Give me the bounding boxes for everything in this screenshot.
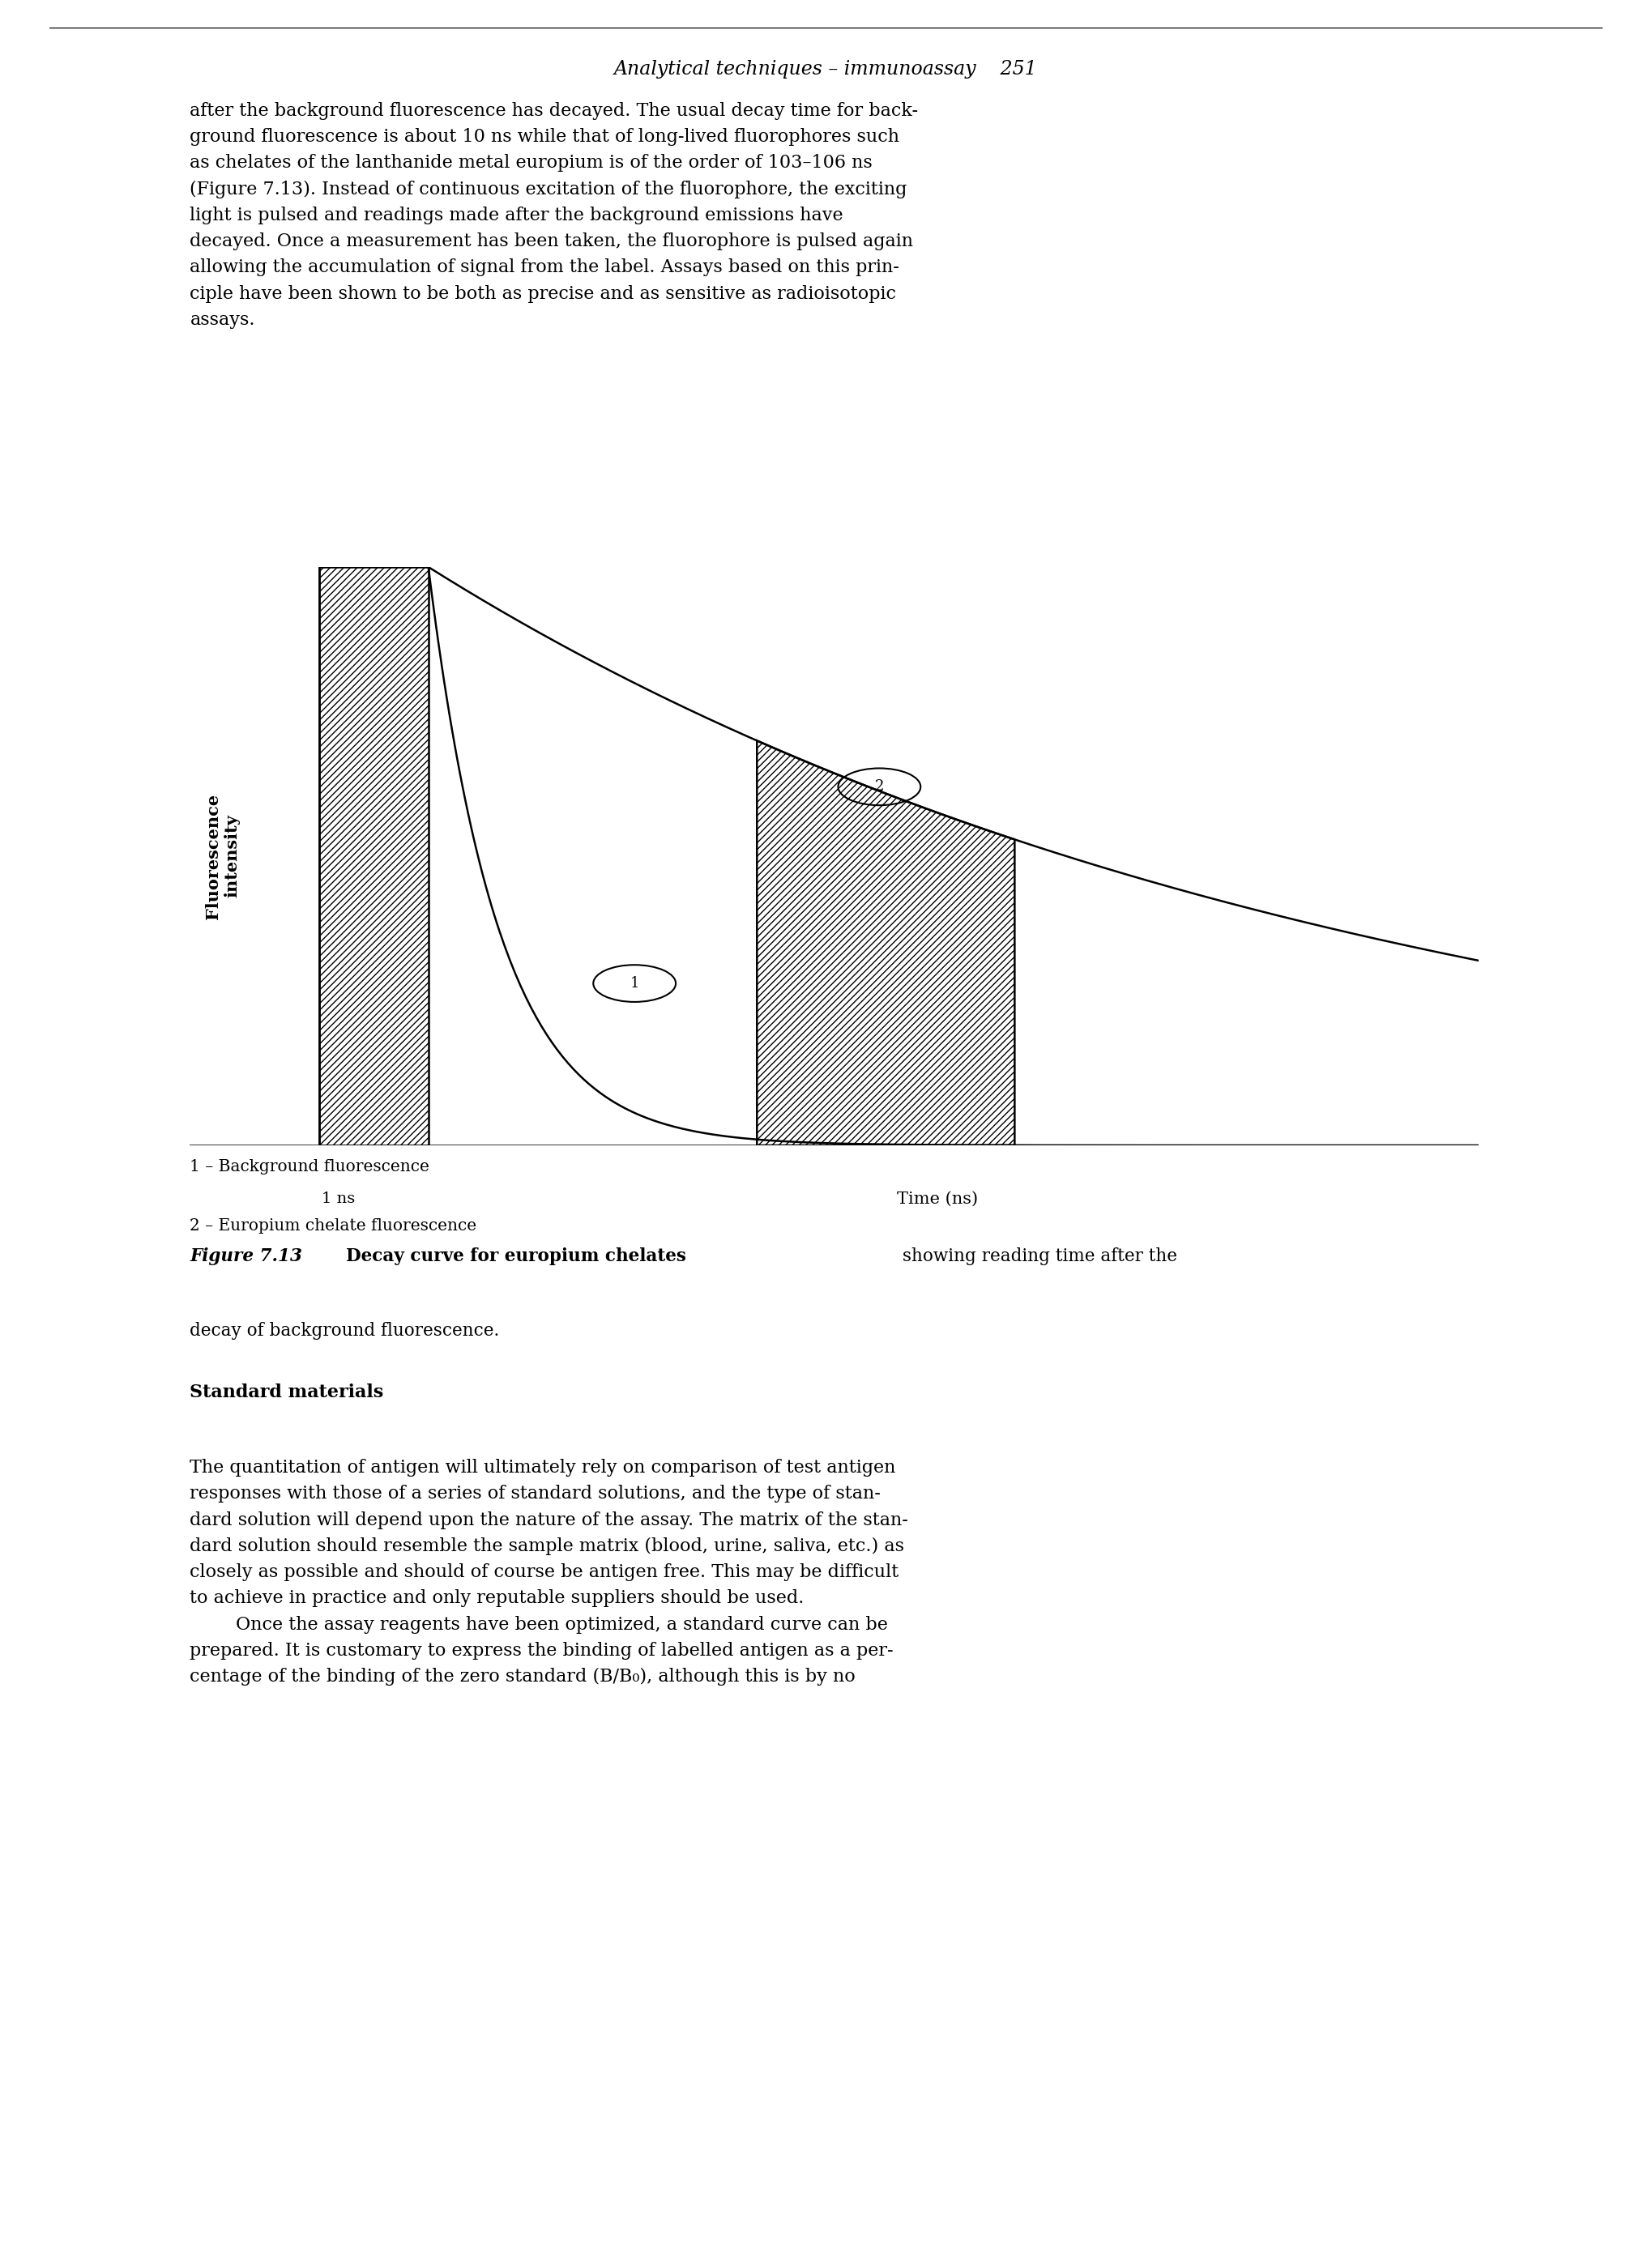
Text: Decay curve for europium chelates: Decay curve for europium chelates: [334, 1247, 686, 1266]
Text: Fluorescence
intensity: Fluorescence intensity: [205, 794, 240, 919]
Text: after the background fluorescence has decayed. The usual decay time for back-
gr: after the background fluorescence has de…: [190, 102, 919, 329]
Text: Standard materials: Standard materials: [190, 1383, 383, 1402]
Polygon shape: [757, 742, 1014, 1145]
Text: Figure 7.13: Figure 7.13: [190, 1247, 302, 1266]
Text: 1: 1: [629, 975, 639, 991]
Text: 1 – Background fluorescence: 1 – Background fluorescence: [190, 1159, 430, 1175]
Text: 2 – Europium chelate fluorescence: 2 – Europium chelate fluorescence: [190, 1218, 477, 1234]
Polygon shape: [319, 567, 428, 1145]
Text: decay of background fluorescence.: decay of background fluorescence.: [190, 1322, 499, 1340]
Text: 2: 2: [876, 780, 884, 794]
Text: Time (ns): Time (ns): [897, 1191, 978, 1207]
Text: 1 ns: 1 ns: [322, 1191, 355, 1207]
Text: showing reading time after the: showing reading time after the: [897, 1247, 1178, 1266]
Text: Analytical techniques – immunoassay    251: Analytical techniques – immunoassay 251: [615, 59, 1037, 77]
Text: The quantitation of antigen will ultimately rely on comparison of test antigen
r: The quantitation of antigen will ultimat…: [190, 1458, 909, 1685]
